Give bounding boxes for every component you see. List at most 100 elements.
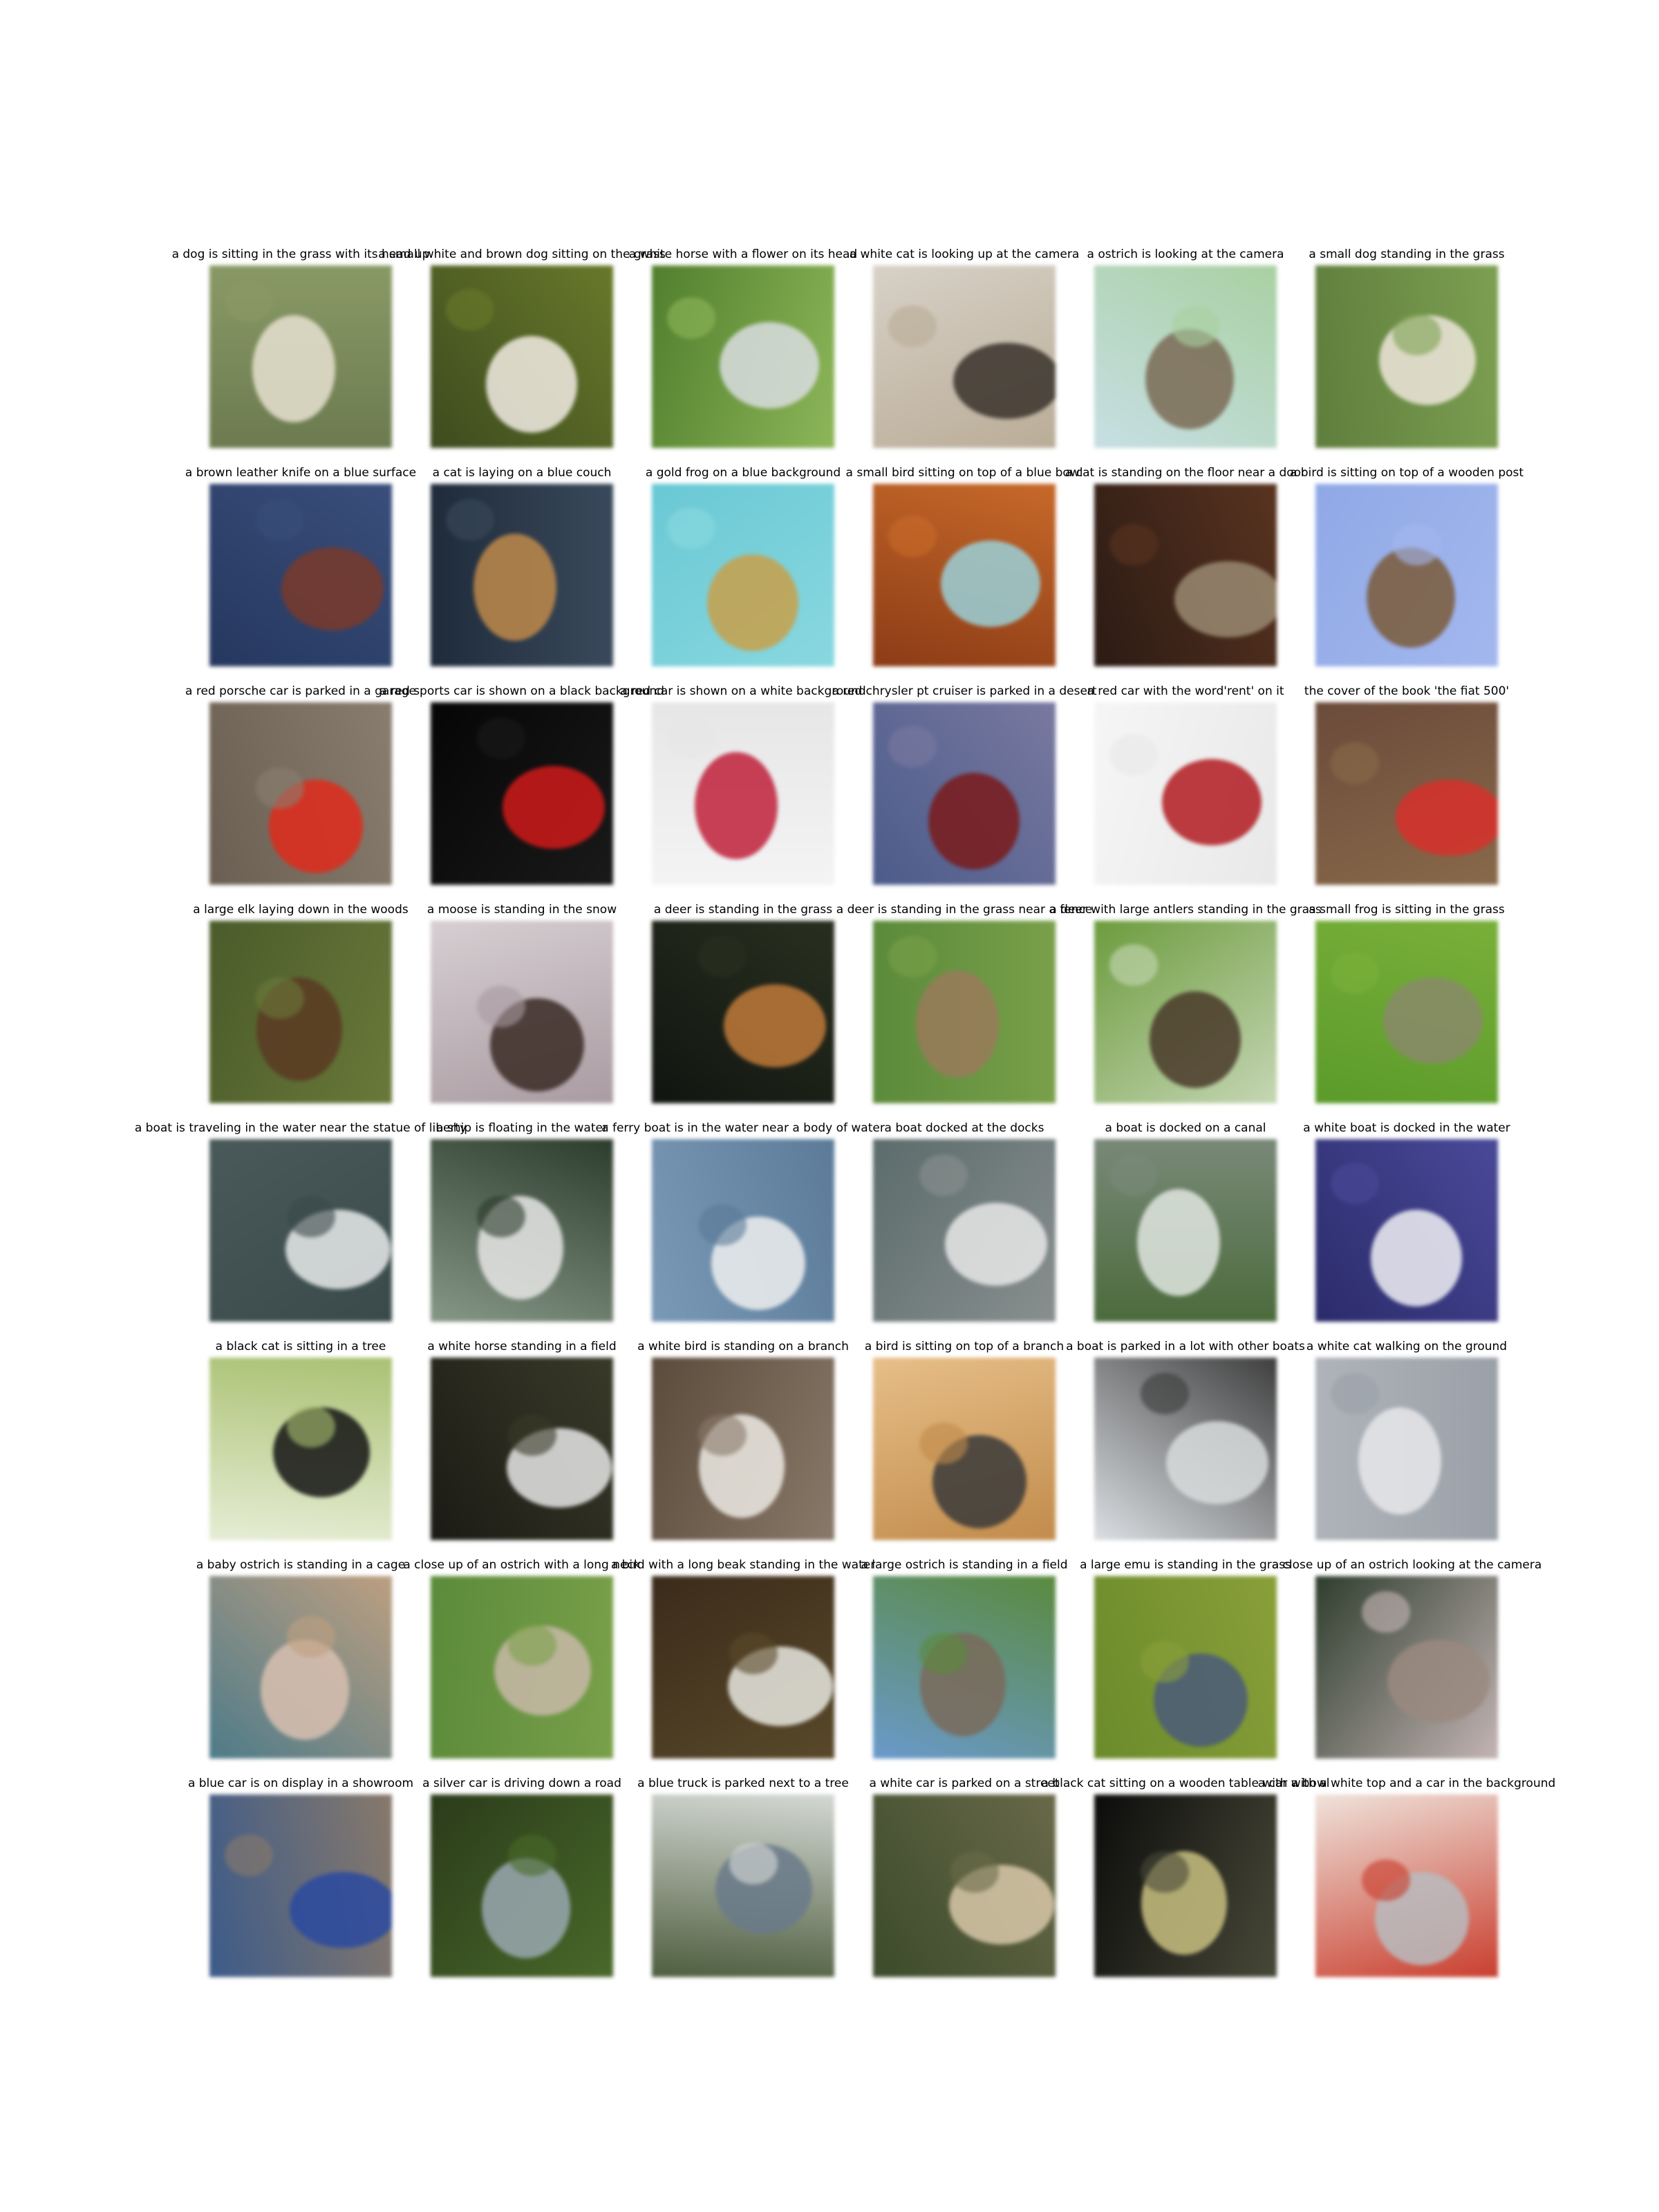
image-subject-shape [953,343,1056,419]
image-detail-shape [508,1835,556,1876]
image-detail-shape [287,1196,335,1237]
image-caption: a ship is floating in the water [436,1121,608,1135]
image-detail-shape [698,1204,747,1246]
image-thumbnail-cat [1094,1794,1277,1977]
image-caption: a small white and brown dog sitting on t… [378,247,666,261]
image-subject-shape [252,315,335,422]
image-thumbnail-boat [209,1139,392,1322]
image-subject-shape [1137,1189,1220,1296]
image-thumbnail-bird [652,1576,834,1759]
image-caption: a red car with the word'rent' on it [1087,684,1284,698]
image-caption: a cat is standing on the floor near a do… [1065,466,1306,480]
image-thumbnail-deer [652,921,834,1103]
image-thumbnail-car [431,1794,613,1977]
image-caption: a ostrich is looking at the camera [1087,247,1284,261]
image-subject-shape [724,984,826,1067]
image-detail-shape [729,1843,778,1884]
image-thumbnail-cat [873,265,1056,448]
image-subject-shape [486,336,577,433]
image-subject-shape [503,766,605,849]
image-caption: a baby ostrich is standing in a cage [196,1558,406,1572]
image-detail-shape [446,499,494,541]
image-caption: a small dog standing in the grass [1309,247,1505,261]
image-detail-shape [477,718,525,759]
image-thumbnail-frog [652,484,834,666]
image-thumbnail-knife [209,484,392,666]
image-detail-shape [667,297,715,339]
image-thumbnail-ostrich [209,1576,392,1759]
image-detail-shape [508,1624,556,1666]
image-subject-shape [1174,561,1277,637]
image-caption: a white horse with a flower on its head [628,247,858,261]
image-thumbnail-truck [652,1794,834,1977]
image-detail-shape [1393,524,1441,565]
image-detail-shape [1362,1591,1410,1633]
image-thumbnail-horse [431,1358,613,1540]
image-thumbnail-boat [652,1139,834,1322]
image-thumbnail-emu [1094,1576,1277,1759]
image-thumbnail-deer [873,921,1056,1103]
image-detail-shape [888,726,937,767]
image-subject-shape [928,773,1020,870]
image-thumbnail-car [873,1794,1056,1977]
image-detail-shape [1393,314,1441,355]
image-thumbnail-dog [209,265,392,448]
image-caption: a red chrysler pt cruiser is parked in a… [832,684,1097,698]
image-detail-shape [1331,742,1379,784]
image-caption: a boat is traveling in the water near th… [134,1121,467,1135]
image-thumbnail-boat [1094,1139,1277,1322]
image-caption: a ferry boat is in the water near a body… [601,1121,885,1135]
image-caption: a close up of an ostrich with a long nec… [403,1558,641,1572]
image-subject-shape [916,971,999,1078]
image-detail-shape [287,1406,335,1447]
image-caption: a white horse standing in a field [427,1340,617,1353]
image-thumbnail-ostrich [431,1576,613,1759]
image-subject-shape [1166,1421,1268,1504]
image-detail-shape [477,1196,525,1237]
image-caption: a silver car is driving down a road [422,1777,621,1790]
image-caption: a blue car is on display in a showroom [187,1777,414,1790]
image-caption: a large elk laying down in the woods [193,903,409,917]
image-thumbnail-bird [873,484,1056,666]
image-subject-shape [707,554,798,651]
image-thumbnail-ship [431,1139,613,1322]
image-thumbnail-cat [1094,484,1277,666]
image-caption: a bird is sitting on top of a branch [864,1340,1065,1353]
image-detail-shape [919,1633,968,1674]
image-detail-shape [667,507,715,549]
image-detail-shape [1109,524,1158,565]
image-thumbnail-car [209,702,392,885]
image-thumbnail-car [209,1794,392,1977]
image-caption: a small bird sitting on top of a blue bo… [845,466,1083,480]
image-caption: a boat docked at the docks [884,1121,1044,1135]
image-thumbnail-car [1094,702,1277,885]
image-caption: a boat is docked on a canal [1105,1121,1266,1135]
image-thumbnail-boat [873,1139,1056,1322]
image-caption: a white cat is looking up at the camera [849,247,1080,261]
image-subject-shape [281,547,384,630]
image-detail-shape [256,977,304,1019]
image-detail-shape [1331,953,1379,994]
image-thumbnail-dog [1315,265,1498,448]
image-subject-shape [1371,1210,1462,1306]
image-thumbnail-cat [1315,1358,1498,1540]
image-subject-shape [1396,780,1498,856]
image-detail-shape [1172,306,1220,347]
image-subject-shape [1150,991,1241,1088]
image-caption: a small frog is sitting in the grass [1309,903,1505,917]
image-caption: a boat is parked in a lot with other boa… [1066,1340,1305,1353]
image-thumbnail-car [1315,702,1498,885]
image-caption: a dog is sitting in the grass with its h… [171,247,430,261]
image-detail-shape [1109,1154,1158,1196]
image-caption: a bird with a long beak standing in the … [610,1558,876,1572]
image-detail-shape [1362,1859,1410,1901]
image-detail-shape [1109,944,1158,986]
image-thumbnail-bird [873,1358,1056,1540]
image-detail-shape [287,1616,335,1658]
image-detail-shape [446,289,494,330]
image-caption: the cover of the book 'the fiat 500' [1304,684,1510,698]
image-detail-shape [1331,1163,1379,1204]
image-subject-shape [1383,977,1483,1064]
image-detail-shape [1141,1373,1189,1414]
